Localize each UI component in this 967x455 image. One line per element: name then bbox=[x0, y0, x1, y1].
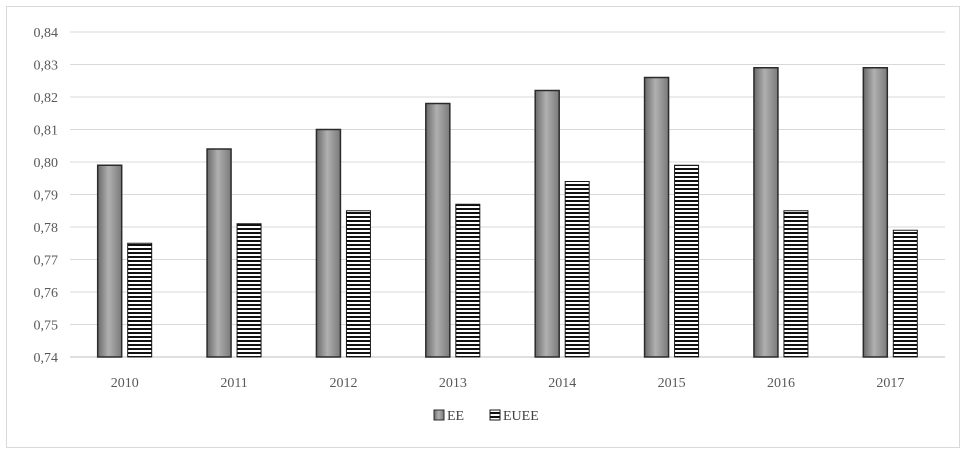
y-tick-label: 0,76 bbox=[34, 286, 59, 301]
bar-euee-2016 bbox=[783, 210, 809, 358]
y-tick-label: 0,80 bbox=[34, 156, 59, 171]
y-tick-label: 0,79 bbox=[34, 189, 59, 204]
y-axis-ticks: 0,74 0,75 0,76 0,77 0,78 0,79 0,80 0,81 0,82 0,83… bbox=[34, 26, 59, 366]
y-tick-label: 0,83 bbox=[34, 59, 59, 74]
bar-euee-2015 bbox=[674, 164, 700, 358]
y-tick-label: 0,84 bbox=[34, 26, 59, 41]
bar-ee-2015 bbox=[643, 76, 670, 358]
x-tick-label: 2015 bbox=[658, 376, 686, 391]
x-tick-label: 2017 bbox=[876, 376, 904, 391]
legend-label-ee: EE bbox=[447, 409, 464, 424]
bar-euee-2010 bbox=[127, 242, 153, 358]
y-tick-label: 0,75 bbox=[34, 319, 59, 334]
bar-euee-2017 bbox=[892, 229, 918, 358]
x-tick-label: 2010 bbox=[111, 376, 139, 391]
bar-ee-2014 bbox=[534, 89, 560, 358]
x-tick-label: 2011 bbox=[220, 376, 247, 391]
legend-label-euee: EUEE bbox=[503, 409, 539, 424]
x-tick-label: 2016 bbox=[767, 376, 795, 391]
x-tick-label: 2013 bbox=[439, 376, 467, 391]
legend-swatch-euee bbox=[489, 409, 501, 421]
x-tick-label: 2012 bbox=[329, 376, 357, 391]
y-tick-label: 0,74 bbox=[34, 351, 59, 366]
bar-euee-2013 bbox=[455, 203, 481, 358]
legend-swatch-ee bbox=[433, 409, 445, 421]
y-tick-label: 0,77 bbox=[34, 254, 59, 269]
bar-euee-2011 bbox=[236, 223, 262, 358]
bar-ee-2010 bbox=[96, 164, 123, 358]
grid-lines bbox=[70, 31, 945, 358]
x-axis-ticks: 2010 2011 2012 2013 2014 2015 2016 2017 bbox=[111, 376, 905, 391]
bar-ee-2011 bbox=[206, 148, 232, 358]
bar-euee-2014 bbox=[564, 181, 590, 358]
bar-ee-2012 bbox=[315, 128, 342, 358]
bar-ee-2016 bbox=[753, 67, 779, 358]
y-tick-label: 0,78 bbox=[34, 221, 59, 236]
x-tick-label: 2014 bbox=[548, 376, 576, 391]
legend: EE EUEE bbox=[433, 409, 539, 424]
y-tick-label: 0,81 bbox=[34, 124, 59, 139]
y-tick-label: 0,82 bbox=[34, 91, 59, 106]
bar-ee-2017 bbox=[862, 67, 889, 358]
bar-euee-2012 bbox=[345, 210, 371, 358]
bar-ee-2013 bbox=[425, 102, 451, 358]
bars bbox=[96, 67, 918, 358]
